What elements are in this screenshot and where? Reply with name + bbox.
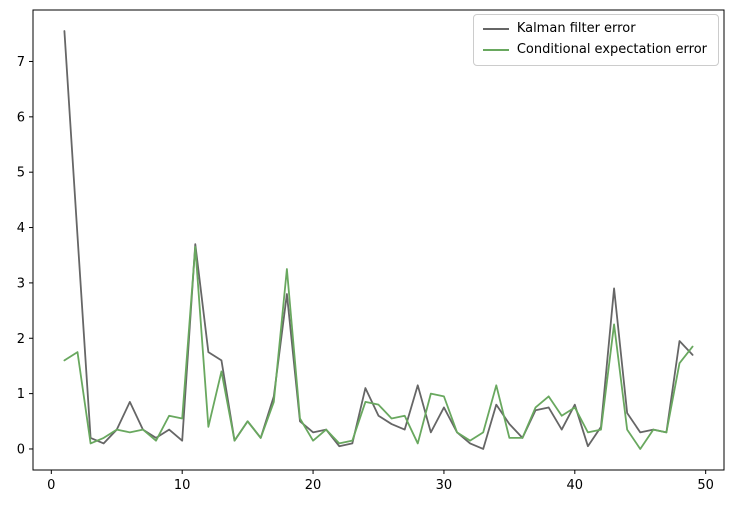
- x-tick-label: 50: [697, 478, 714, 493]
- y-tick-label: 4: [17, 221, 25, 236]
- y-tick-label: 5: [17, 166, 25, 181]
- y-tick-label: 1: [17, 387, 25, 402]
- axes-frame: [32, 9, 725, 471]
- y-tick-label: 3: [17, 276, 25, 291]
- conditional-expectation-error-line: [63, 246, 694, 450]
- legend-entry-conditional: Conditional expectation error: [482, 42, 707, 58]
- legend-entry-kalman: Kalman filter error: [482, 21, 707, 36]
- y-tick-label: 7: [17, 55, 25, 70]
- x-tick-label: 0: [47, 478, 55, 493]
- x-tick-label: 30: [436, 478, 453, 493]
- y-tick-label: 2: [17, 332, 25, 347]
- kalman-filter-error-line: [63, 30, 694, 450]
- x-tick-label: 40: [567, 478, 584, 493]
- legend-swatch: [482, 28, 509, 31]
- y-tick-label: 6: [17, 110, 25, 125]
- legend: Kalman filter error Conditional expectat…: [472, 14, 719, 66]
- legend-label: Kalman filter error: [516, 21, 636, 36]
- x-tick-label: 10: [174, 478, 191, 493]
- legend-label: Conditional expectation error: [516, 42, 707, 58]
- legend-swatch: [482, 49, 509, 52]
- y-tick-label: 0: [17, 442, 25, 457]
- x-tick-label: 20: [305, 478, 322, 493]
